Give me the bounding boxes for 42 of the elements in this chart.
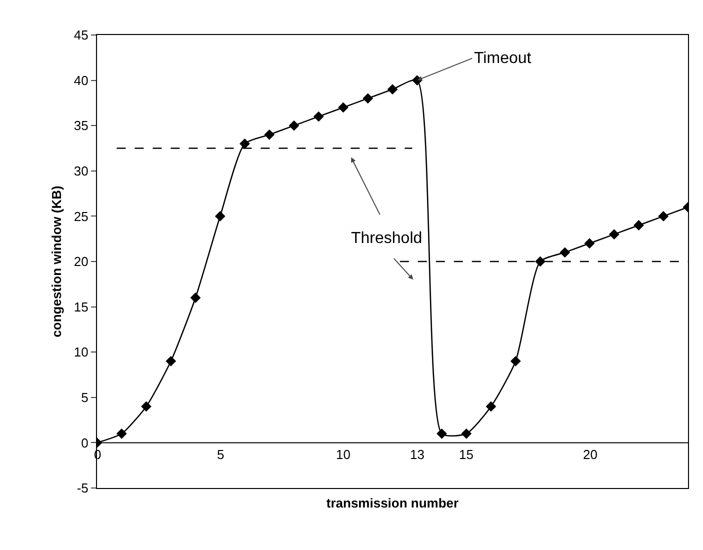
- point: [166, 356, 176, 366]
- point: [584, 238, 595, 249]
- point: [141, 401, 152, 412]
- point: [338, 102, 348, 113]
- point: [116, 428, 127, 439]
- x-axis-title: transmission number: [326, 496, 459, 511]
- y-tick-label: 40: [74, 72, 88, 88]
- y-tick-label: 20: [74, 254, 88, 270]
- y-tick-label: -5: [76, 480, 88, 496]
- y-axis-title: congestion window (KB): [49, 186, 64, 338]
- annotation: Timeout: [474, 50, 532, 67]
- x-tick-label: 13: [410, 447, 424, 462]
- y-tick-label: 5: [81, 390, 88, 405]
- point: [214, 211, 226, 222]
- y-tick-label: 15: [74, 299, 88, 314]
- point: [486, 401, 496, 412]
- annotation: Threshold: [351, 230, 422, 247]
- point: [461, 428, 472, 439]
- point: [362, 93, 374, 104]
- x-tick-label: 5: [217, 447, 224, 462]
- point: [240, 138, 250, 149]
- y-tick-label: 30: [74, 163, 88, 178]
- y-tick-label: 35: [74, 118, 88, 134]
- point: [634, 220, 644, 230]
- point: [658, 211, 669, 222]
- point: [535, 256, 546, 267]
- x-tick-label: 20: [583, 447, 598, 462]
- point: [510, 356, 521, 366]
- x-tick-label: 15: [459, 447, 474, 462]
- point: [608, 229, 620, 240]
- point: [288, 120, 300, 131]
- point: [436, 428, 447, 439]
- point: [387, 84, 398, 95]
- point: [190, 292, 201, 303]
- point: [313, 111, 324, 122]
- y-tick-label: 25: [74, 208, 88, 224]
- y-tick-label: 0: [81, 435, 88, 450]
- point: [264, 129, 275, 140]
- y-tick-label: 10: [74, 344, 88, 360]
- y-tick-label: 45: [74, 28, 88, 43]
- x-tick-label: 10: [336, 447, 350, 462]
- point: [560, 247, 570, 258]
